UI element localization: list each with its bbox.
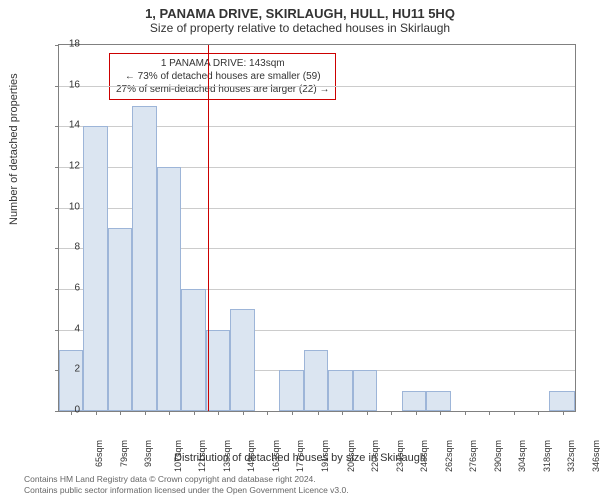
y-tick-mark (55, 411, 59, 412)
x-tick-label: 191sqm (320, 440, 330, 472)
x-tick-mark (194, 411, 195, 415)
x-tick-label: 304sqm (517, 440, 527, 472)
x-tick-mark (342, 411, 343, 415)
x-tick-label: 248sqm (419, 440, 429, 472)
y-tick-mark (55, 330, 59, 331)
x-tick-mark (538, 411, 539, 415)
histogram-bar (59, 350, 83, 411)
y-tick-mark (55, 126, 59, 127)
info-line-2: ← 73% of detached houses are smaller (59… (116, 70, 329, 83)
x-tick-label: 135sqm (222, 440, 232, 472)
histogram-bar (83, 126, 107, 411)
chart-subtitle: Size of property relative to detached ho… (0, 21, 600, 39)
footer: Contains HM Land Registry data © Crown c… (24, 474, 349, 496)
histogram-bar (181, 289, 205, 411)
x-tick-mark (96, 411, 97, 415)
y-tick-mark (55, 45, 59, 46)
plot-area: 1 PANAMA DRIVE: 143sqm ← 73% of detached… (58, 44, 576, 412)
x-tick-mark (267, 411, 268, 415)
histogram-bar (402, 391, 426, 411)
y-tick-mark (55, 86, 59, 87)
y-tick-mark (55, 248, 59, 249)
x-tick-label: 107sqm (173, 440, 183, 472)
y-tick-label: 6 (60, 283, 80, 294)
histogram-bar (304, 350, 328, 411)
x-tick-label: 149sqm (246, 440, 256, 472)
footer-line-1: Contains HM Land Registry data © Crown c… (24, 474, 349, 485)
info-line-1: 1 PANAMA DRIVE: 143sqm (116, 57, 329, 70)
y-tick-mark (55, 208, 59, 209)
y-tick-mark (55, 167, 59, 168)
x-tick-label: 121sqm (197, 440, 207, 472)
x-tick-label: 276sqm (468, 440, 478, 472)
x-tick-mark (243, 411, 244, 415)
x-tick-label: 290sqm (493, 440, 503, 472)
x-tick-label: 220sqm (370, 440, 380, 472)
x-tick-label: 346sqm (591, 440, 600, 472)
y-tick-label: 16 (60, 79, 80, 90)
histogram-bar (230, 309, 254, 411)
histogram-bar (132, 106, 156, 411)
y-tick-label: 0 (60, 405, 80, 416)
reference-line (208, 45, 209, 411)
chart-container: 1, PANAMA DRIVE, SKIRLAUGH, HULL, HU11 5… (0, 0, 600, 500)
x-tick-mark (563, 411, 564, 415)
histogram-bar (353, 370, 377, 411)
y-axis-label: Number of detached properties (8, 73, 20, 225)
x-tick-mark (218, 411, 219, 415)
y-tick-mark (55, 289, 59, 290)
x-tick-mark (391, 411, 392, 415)
x-tick-mark (145, 411, 146, 415)
y-tick-label: 12 (60, 161, 80, 172)
x-tick-mark (489, 411, 490, 415)
histogram-bar (549, 391, 575, 411)
x-tick-label: 163sqm (271, 440, 281, 472)
x-tick-mark (367, 411, 368, 415)
x-tick-mark (292, 411, 293, 415)
x-tick-label: 262sqm (444, 440, 454, 472)
x-tick-label: 206sqm (346, 440, 356, 472)
x-tick-label: 318sqm (542, 440, 552, 472)
gridline (59, 86, 575, 87)
histogram-bar (426, 391, 450, 411)
histogram-bar (157, 167, 181, 411)
x-tick-label: 332sqm (566, 440, 576, 472)
x-tick-label: 234sqm (395, 440, 405, 472)
chart-title: 1, PANAMA DRIVE, SKIRLAUGH, HULL, HU11 5… (0, 0, 600, 21)
y-tick-label: 4 (60, 323, 80, 334)
info-box: 1 PANAMA DRIVE: 143sqm ← 73% of detached… (109, 53, 336, 100)
x-tick-label: 65sqm (94, 440, 104, 467)
histogram-bar (108, 228, 132, 411)
y-tick-label: 14 (60, 120, 80, 131)
x-tick-mark (416, 411, 417, 415)
x-tick-label: 79sqm (119, 440, 129, 467)
x-tick-mark (318, 411, 319, 415)
histogram-bar (279, 370, 303, 411)
x-tick-mark (514, 411, 515, 415)
footer-line-2: Contains public sector information licen… (24, 485, 349, 496)
x-tick-label: 177sqm (295, 440, 305, 472)
histogram-bar (328, 370, 352, 411)
x-tick-mark (120, 411, 121, 415)
x-tick-label: 93sqm (143, 440, 153, 467)
x-tick-mark (440, 411, 441, 415)
y-tick-label: 8 (60, 242, 80, 253)
y-tick-label: 18 (60, 39, 80, 50)
y-tick-label: 2 (60, 364, 80, 375)
histogram-bar (206, 330, 230, 411)
y-tick-label: 10 (60, 201, 80, 212)
x-tick-mark (169, 411, 170, 415)
x-tick-mark (465, 411, 466, 415)
